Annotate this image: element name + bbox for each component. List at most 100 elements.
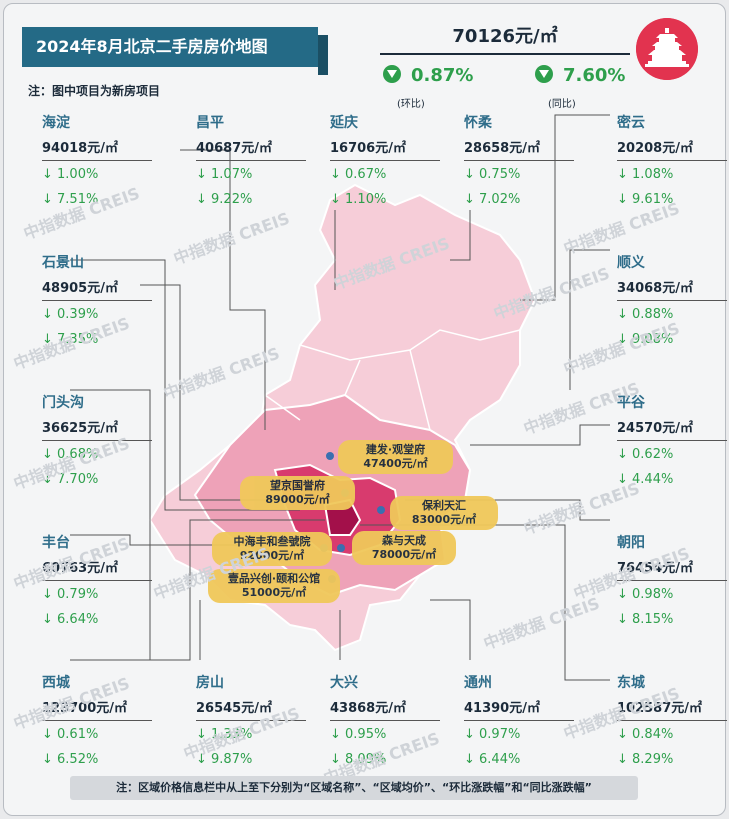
project-tag: 中海丰和叁號院 92000元/㎡ — [212, 532, 332, 566]
district-mom: ↓ 0.75% — [464, 167, 521, 182]
project-price: 78000元/㎡ — [371, 548, 437, 561]
district-price: 60763元/㎡ — [42, 557, 152, 581]
project-price: 89000元/㎡ — [265, 493, 330, 506]
project-marker — [337, 544, 345, 552]
project-name: 望京国誉府 — [270, 479, 325, 492]
district-name: 西城 — [42, 675, 70, 691]
district-yoy: ↓ 9.08% — [617, 332, 674, 347]
district-mentougou: 门头沟 36625元/㎡ ↓ 0.68% ↓ 7.70% — [42, 392, 152, 497]
district-name: 延庆 — [330, 115, 358, 131]
map-note: 注：图中项目为新房项目 — [28, 84, 161, 98]
district-mom: ↓ 0.84% — [617, 727, 674, 742]
project-price: 51000元/㎡ — [241, 586, 307, 599]
yoy-change-value: 7.60% — [563, 65, 626, 86]
district-mom: ↓ 1.33% — [196, 727, 253, 742]
project-name: 壹品兴创·颐和公馆 — [227, 572, 321, 585]
district-name: 房山 — [196, 675, 224, 691]
district-changping: 昌平 40687元/㎡ ↓ 1.07% ↓ 9.22% — [196, 112, 306, 217]
district-name: 昌平 — [196, 115, 224, 131]
district-tongzhou: 通州 41390元/㎡ ↓ 0.97% ↓ 6.44% — [464, 672, 574, 777]
temple-of-heaven-logo — [636, 18, 698, 80]
district-price: 76454元/㎡ — [617, 557, 727, 581]
district-price: 24570元/㎡ — [617, 417, 727, 441]
district-mom: ↓ 0.88% — [617, 307, 674, 322]
district-dongcheng: 东城 102587元/㎡ ↓ 0.84% ↓ 8.29% — [617, 672, 727, 777]
district-price: 43868元/㎡ — [330, 697, 440, 721]
average-price: 70126元/㎡ — [452, 26, 558, 47]
district-yoy: ↓ 6.44% — [464, 752, 521, 767]
district-yoy: ↓ 8.09% — [330, 752, 387, 767]
down-arrow-icon — [535, 65, 553, 83]
district-mom: ↓ 0.67% — [330, 167, 387, 182]
district-price: 26545元/㎡ — [196, 697, 306, 721]
district-name: 密云 — [617, 115, 645, 131]
district-pinggu: 平谷 24570元/㎡ ↓ 0.62% ↓ 4.44% — [617, 392, 727, 497]
page-title: 2024年8月北京二手房房价地图 — [22, 27, 328, 75]
district-price: 16706元/㎡ — [330, 137, 440, 161]
district-name: 通州 — [464, 675, 492, 691]
project-price: 92000元/㎡ — [239, 549, 305, 562]
district-yoy: ↓ 9.61% — [617, 192, 674, 207]
footer-note: 注：区域价格信息栏中从上至下分别为“区域名称”、“区域均价”、“环比涨跌幅”和“… — [70, 776, 638, 800]
district-price: 34068元/㎡ — [617, 277, 727, 301]
district-mom: ↓ 0.79% — [42, 587, 99, 602]
district-yanqing: 延庆 16706元/㎡ ↓ 0.67% ↓ 1.10% — [330, 112, 440, 217]
district-mom: ↓ 0.39% — [42, 307, 99, 322]
mom-label: (环比) — [397, 99, 425, 110]
district-yoy: ↓ 7.51% — [42, 192, 99, 207]
district-chaoyang: 朝阳 76454元/㎡ ↓ 0.98% ↓ 8.15% — [617, 532, 727, 637]
district-price: 94018元/㎡ — [42, 137, 152, 161]
district-price: 123700元/㎡ — [42, 697, 152, 721]
project-price: 83000元/㎡ — [411, 513, 477, 526]
district-mom: ↓ 0.97% — [464, 727, 521, 742]
district-price: 41390元/㎡ — [464, 697, 574, 721]
district-name: 怀柔 — [464, 115, 492, 131]
district-mom: ↓ 0.62% — [617, 447, 674, 462]
district-mom: ↓ 0.68% — [42, 447, 99, 462]
district-mom: ↓ 1.07% — [196, 167, 253, 182]
district-yoy: ↓ 7.35% — [42, 332, 99, 347]
yoy-label: (同比) — [548, 99, 576, 110]
district-yoy: ↓ 9.87% — [196, 752, 253, 767]
district-yoy: ↓ 1.10% — [330, 192, 387, 207]
district-yoy: ↓ 6.64% — [42, 612, 99, 627]
district-yoy: ↓ 8.15% — [617, 612, 674, 627]
district-mom: ↓ 0.98% — [617, 587, 674, 602]
district-price: 28658元/㎡ — [464, 137, 574, 161]
district-huairou: 怀柔 28658元/㎡ ↓ 0.75% ↓ 7.02% — [464, 112, 574, 217]
district-name: 大兴 — [330, 675, 358, 691]
project-name: 建发·观堂府 — [365, 443, 426, 456]
district-yoy: ↓ 7.02% — [464, 192, 521, 207]
project-tag: 保利天汇 83000元/㎡ — [390, 496, 498, 530]
down-arrow-icon — [383, 65, 401, 83]
district-yoy: ↓ 4.44% — [617, 472, 674, 487]
district-name: 顺义 — [617, 255, 645, 271]
district-fangshan: 房山 26545元/㎡ ↓ 1.33% ↓ 9.87% — [196, 672, 306, 777]
project-name: 保利天汇 — [422, 499, 466, 512]
mom-change: 0.87% — [383, 65, 473, 86]
district-yoy: ↓ 8.29% — [617, 752, 674, 767]
project-marker — [377, 506, 385, 514]
district-miyun: 密云 20208元/㎡ ↓ 1.08% ↓ 9.61% — [617, 112, 727, 217]
project-marker — [326, 452, 334, 460]
district-name: 东城 — [617, 675, 645, 691]
district-mom: ↓ 1.08% — [617, 167, 674, 182]
district-xicheng: 西城 123700元/㎡ ↓ 0.61% ↓ 6.52% — [42, 672, 152, 777]
divider — [380, 53, 630, 55]
project-tag: 壹品兴创·颐和公馆 51000元/㎡ — [208, 569, 340, 603]
district-fengtai: 丰台 60763元/㎡ ↓ 0.79% ↓ 6.64% — [42, 532, 152, 637]
district-yoy: ↓ 6.52% — [42, 752, 99, 767]
district-yoy: ↓ 7.70% — [42, 472, 99, 487]
mom-change-value: 0.87% — [411, 65, 474, 86]
district-name: 门头沟 — [42, 395, 84, 411]
district-price: 40687元/㎡ — [196, 137, 306, 161]
district-shijingshan: 石景山 48905元/㎡ ↓ 0.39% ↓ 7.35% — [42, 252, 152, 357]
district-name: 平谷 — [617, 395, 645, 411]
project-name: 中海丰和叁號院 — [233, 535, 311, 548]
district-mom: ↓ 1.00% — [42, 167, 99, 182]
project-tag: 望京国誉府 89000元/㎡ — [240, 476, 355, 510]
district-price: 36625元/㎡ — [42, 417, 152, 441]
district-mom: ↓ 0.61% — [42, 727, 99, 742]
district-mom: ↓ 0.95% — [330, 727, 387, 742]
district-name: 石景山 — [42, 255, 84, 271]
